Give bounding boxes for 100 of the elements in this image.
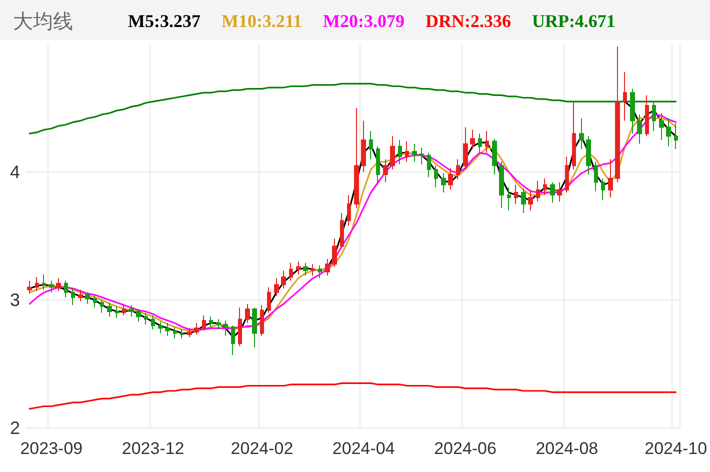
candlestick [325,258,330,276]
candlestick [238,307,242,347]
candlestick [267,286,271,314]
candlestick [674,122,678,150]
candlestick [565,156,569,193]
candlestick [666,118,671,147]
candlestick [412,143,417,162]
candlestick [369,130,373,160]
candlestick [151,314,155,330]
candlestick [557,182,562,202]
candlestick [499,161,504,208]
candlestick [173,326,177,339]
candlestick [340,212,344,250]
x-tick-label: 2023-12 [122,439,184,458]
candlestick [637,114,642,144]
candlestick [507,186,511,211]
x-tick-label: 2024-10 [644,439,708,458]
candlestick [579,118,584,150]
candlestick [27,280,32,294]
candlestick [623,72,627,122]
candlestick [158,321,163,334]
candlestick [296,261,301,275]
candlestick [361,120,366,172]
candlestick [42,274,46,290]
x-tick-label: 2024-02 [230,439,294,458]
candlestick [441,172,446,193]
candlestick [383,158,388,183]
candlestick [85,292,90,304]
candlestick [107,302,112,318]
candlestick [252,307,257,348]
candlestick [93,294,97,308]
candlestick [608,158,613,198]
candlestick [456,158,460,180]
candlestick [303,262,308,276]
candlestick [231,325,235,356]
candlestick [209,316,213,328]
candlestick [136,308,141,322]
candlestick [572,101,576,170]
candlestick [64,280,68,298]
chart-title: 大均线 [13,9,73,33]
candlestick [56,278,61,292]
candlestick [35,276,39,292]
text: M10:3.211 [221,11,302,31]
candlestick [49,280,54,293]
candlestick [521,188,526,214]
candlestick [405,140,409,162]
candlestick [601,178,605,201]
candlestick [274,278,279,297]
candlestick [318,264,322,279]
candlestick [419,147,424,165]
candlestick [144,312,148,325]
candlestick [187,328,192,338]
candlestick [427,152,431,178]
text: M5:3.237 [128,11,200,31]
candlestick [434,165,438,188]
candlestick [223,320,228,336]
text: DRN:2.336 [425,11,511,31]
x-tick-label: 2023-09 [20,439,83,458]
candlestick [115,306,119,318]
candlestick [536,180,540,202]
candlestick [100,300,104,314]
y-tick-label: 3 [10,290,20,310]
candlestick [332,238,337,268]
candlestick [289,262,293,282]
x-tick-label: 2024-04 [332,439,395,458]
candlestick [594,161,598,192]
candlestick [448,168,453,190]
text: M20:3.079 [322,11,404,31]
x-tick-label: 2024-08 [536,439,598,458]
candlestick [216,318,221,330]
candlestick [390,136,395,170]
candlestick [528,189,533,211]
line-series [28,82,677,134]
candlestick [194,322,199,336]
candlestick [492,138,497,176]
candlestick [71,288,75,306]
candlestick [260,304,264,336]
candlestick [180,328,184,339]
candlestick [652,101,656,132]
candlestick [129,304,134,318]
candlestick [463,126,468,170]
candlestick [122,303,126,316]
candlestick [615,46,620,183]
candlestick [485,130,489,154]
y-tick-label: 2 [10,418,20,438]
candlestick [470,129,475,150]
x-tick-label: 2024-06 [434,439,496,458]
candlestick [347,194,351,226]
candlestick [543,178,547,196]
candlestick [586,136,591,176]
text: URP:4.671 [532,11,616,31]
candlestick [645,94,649,137]
candlestick [478,133,482,155]
candlestick [202,314,206,330]
candlestick [659,112,664,140]
candlestick [550,182,555,204]
candlestick [78,289,83,302]
candlestick [514,184,518,204]
candlestick [245,303,250,324]
candlestick [311,264,315,276]
